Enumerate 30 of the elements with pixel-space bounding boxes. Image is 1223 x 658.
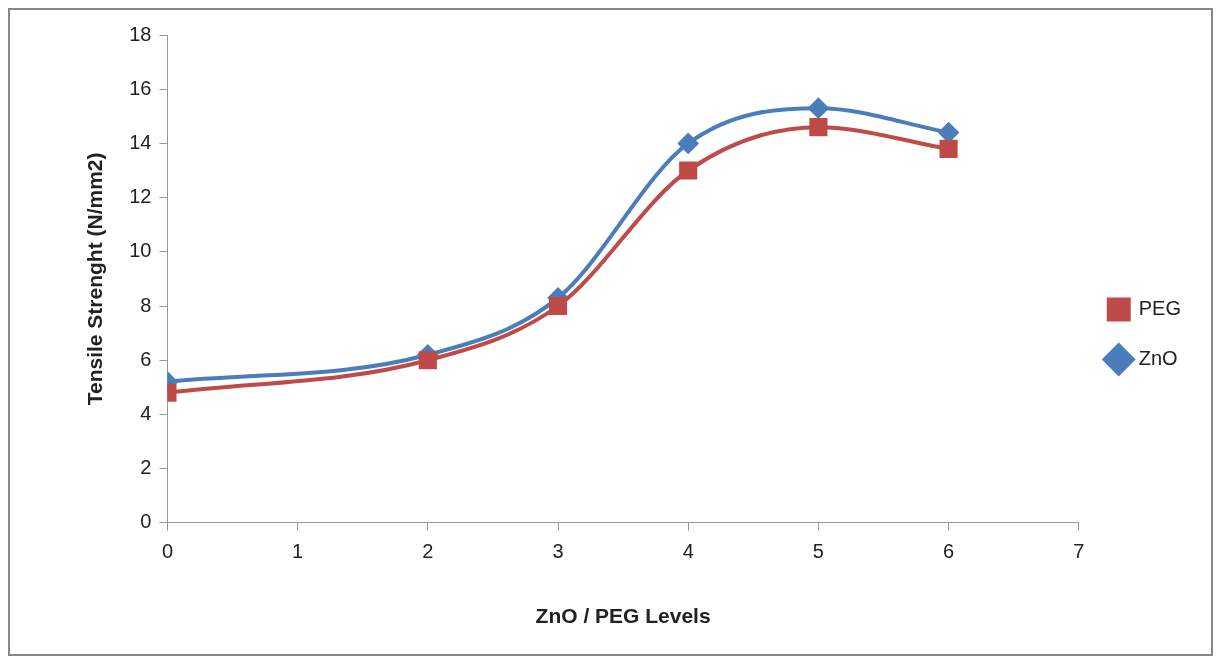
x-tick-label: 7 bbox=[1073, 540, 1085, 563]
x-tick-label: 5 bbox=[812, 540, 824, 563]
y-tick-label: 18 bbox=[129, 22, 152, 45]
x-tick-label: 2 bbox=[422, 540, 434, 563]
y-tick-label: 0 bbox=[140, 510, 152, 533]
x-tick-label: 0 bbox=[161, 540, 174, 563]
y-tick-label: 8 bbox=[140, 293, 152, 316]
legend-label: ZnO bbox=[1138, 347, 1178, 370]
y-tick-label: 2 bbox=[140, 456, 152, 479]
point bbox=[938, 122, 959, 143]
point bbox=[548, 296, 568, 316]
y-tick-label: 16 bbox=[129, 76, 152, 99]
point bbox=[809, 118, 828, 137]
point bbox=[939, 139, 958, 158]
point bbox=[808, 98, 829, 119]
x-tick-label: 3 bbox=[552, 540, 564, 563]
x-tick-label: 1 bbox=[292, 540, 304, 563]
x-tick-label: 4 bbox=[682, 540, 694, 563]
x-axis-title: ZnO / PEG Levels bbox=[535, 604, 711, 628]
point bbox=[418, 351, 437, 370]
y-tick-label: 12 bbox=[129, 185, 152, 208]
point bbox=[679, 161, 698, 180]
y-tick-label: 6 bbox=[140, 347, 152, 370]
y-tick-label: 10 bbox=[129, 239, 152, 262]
point bbox=[678, 133, 699, 154]
y-axis-title: Tensile Strenght (N/mm2) bbox=[83, 152, 107, 406]
x-tick-label: 6 bbox=[943, 540, 955, 563]
y-tick-label: 4 bbox=[140, 401, 152, 424]
legend-label: PEG bbox=[1138, 297, 1182, 320]
y-tick-label: 14 bbox=[129, 130, 152, 153]
